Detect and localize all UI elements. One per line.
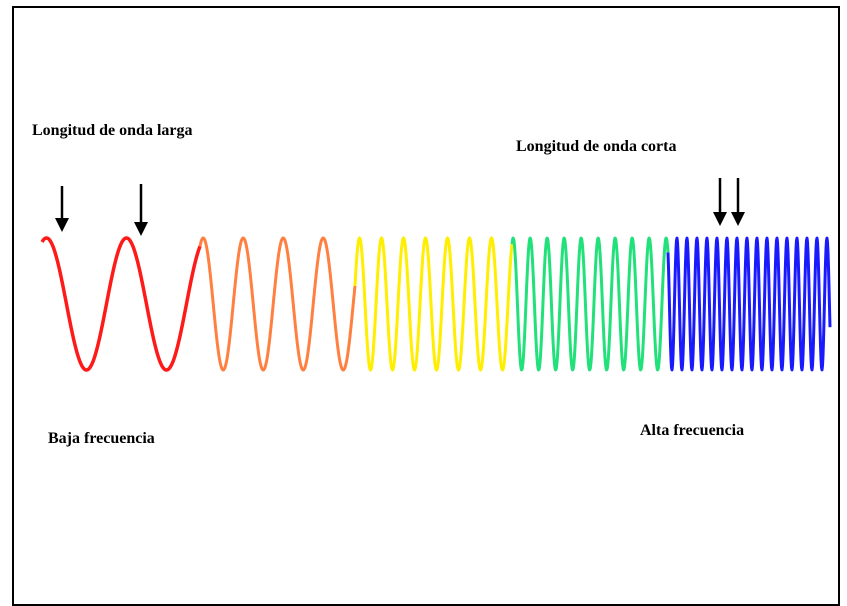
wave-segment-green	[510, 236, 670, 372]
down-arrow-icon	[134, 184, 148, 236]
arrow-group	[55, 178, 745, 236]
low-frequency-label: Baja frecuencia	[48, 430, 155, 447]
wave-segment-orange	[198, 236, 357, 372]
down-arrow-icon	[713, 178, 727, 226]
wave-segment-red	[40, 236, 202, 372]
short-wavelength-label: Longitud de onda corta	[516, 138, 677, 155]
wave-segment-yellow	[353, 236, 514, 372]
down-arrow-icon	[55, 186, 69, 232]
diagram-frame	[12, 6, 840, 606]
long-wavelength-label: Longitud de onda larga	[32, 122, 193, 139]
wave-group	[40, 236, 832, 372]
wave-segment-blue	[666, 236, 832, 372]
down-arrow-icon	[731, 178, 745, 226]
high-frequency-label: Alta frecuencia	[640, 422, 745, 439]
wave-diagram	[40, 178, 832, 372]
